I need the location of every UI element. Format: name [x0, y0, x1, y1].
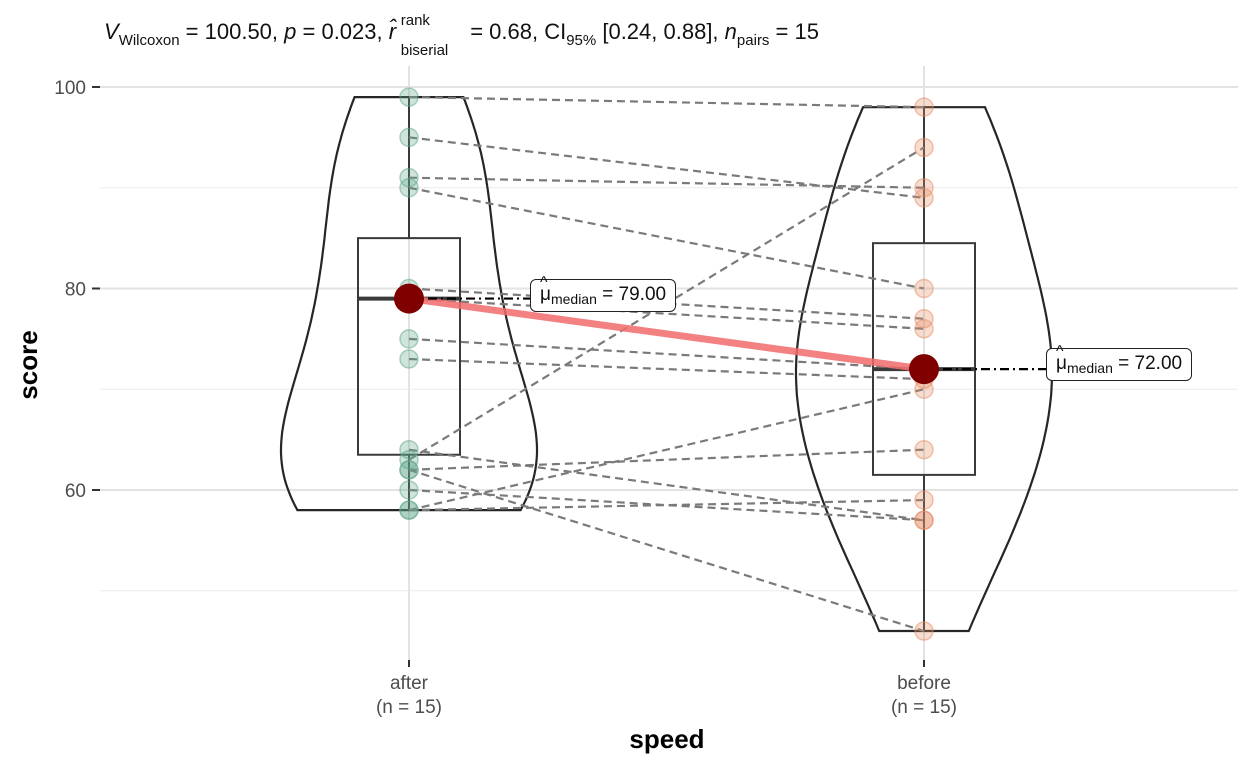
pair-line	[408, 95, 925, 109]
pair-line	[408, 136, 925, 199]
data-point-before	[914, 621, 934, 641]
y-axis-title: score	[13, 330, 43, 399]
median-layer	[394, 283, 1050, 385]
pair-line	[408, 337, 925, 371]
x-tick-n-before: (n = 15)	[891, 697, 957, 718]
stat-symbol: V	[104, 19, 119, 44]
chart-subtitle: VWilcoxon = 100.50, p = 0.023, r̂ rank bis…	[104, 13, 819, 58]
pair-line	[408, 448, 925, 471]
data-point-before	[914, 308, 934, 329]
n-symbol: n	[724, 19, 737, 44]
x-axis-title: speed	[629, 724, 704, 754]
data-point-after	[399, 480, 419, 500]
stat-value: = 100.50,	[179, 19, 285, 44]
pair-line	[408, 448, 925, 522]
data-point-before	[914, 178, 934, 198]
violins	[279, 96, 1054, 633]
pair-line	[408, 488, 925, 522]
y-tick-label: 80	[65, 280, 86, 301]
n-subscript: pairs	[736, 32, 770, 49]
data-point-before	[914, 97, 934, 117]
pair-line	[408, 357, 925, 381]
pair-line	[408, 176, 925, 189]
data-point-before	[914, 510, 934, 530]
p-symbol: p	[284, 19, 297, 44]
effsize-superscript: rank	[400, 12, 430, 29]
y-tick-label: 60	[65, 481, 86, 502]
data-point-after	[399, 127, 419, 148]
median-label-after: ^ μmedian = 79.00	[530, 274, 677, 312]
data-point-before	[914, 319, 934, 339]
effsize-symbol: r̂	[388, 19, 397, 44]
pair-line	[408, 297, 925, 330]
data-point-before	[914, 137, 934, 158]
pair-line	[408, 388, 925, 512]
pair-line	[408, 468, 925, 633]
box-after	[357, 237, 461, 456]
axes: 60 80 100 after (n = 15) before (n = 15)	[54, 78, 957, 718]
data-point-before	[914, 188, 934, 208]
data-point-before	[914, 278, 934, 299]
data-point-after	[399, 500, 419, 520]
paired-lines	[408, 95, 925, 633]
data-point-after	[399, 450, 419, 470]
data-point-after	[399, 439, 419, 460]
ci-value: [0.24, 0.88],	[596, 19, 725, 44]
data-point-after	[399, 167, 419, 188]
n-value: = 15	[769, 19, 819, 44]
x-tick-label-after: after	[390, 673, 429, 694]
effsize-symbol-group: r̂ rank biserial	[388, 13, 464, 58]
data-point-after	[399, 87, 419, 107]
violin-before	[794, 106, 1054, 633]
pair-line	[408, 498, 925, 512]
y-tick-label: 100	[54, 78, 86, 99]
data-point-after	[399, 349, 419, 369]
violin-after	[279, 96, 539, 512]
ci-subscript: 95%	[566, 32, 597, 49]
effsize-value: = 0.68, CI	[464, 19, 567, 44]
x-tick-n-after: (n = 15)	[376, 697, 442, 718]
data-point-before	[914, 439, 934, 460]
pair-line	[408, 186, 925, 290]
median-point-before	[909, 354, 939, 385]
median-point-after	[394, 283, 424, 314]
x-tick-label-before: before	[897, 673, 951, 694]
data-point-after	[399, 329, 419, 349]
median-label-before: ^ μmedian = 72.00	[1046, 343, 1193, 381]
stat-subscript: Wilcoxon	[118, 32, 180, 49]
data-point-after	[399, 460, 419, 480]
data-point-before	[914, 490, 934, 510]
pair-line	[408, 287, 925, 320]
p-value: = 0.023,	[296, 19, 389, 44]
effsize-subscript: biserial	[400, 42, 449, 59]
data-point-after	[399, 178, 419, 198]
median-connect-line	[408, 295, 925, 373]
